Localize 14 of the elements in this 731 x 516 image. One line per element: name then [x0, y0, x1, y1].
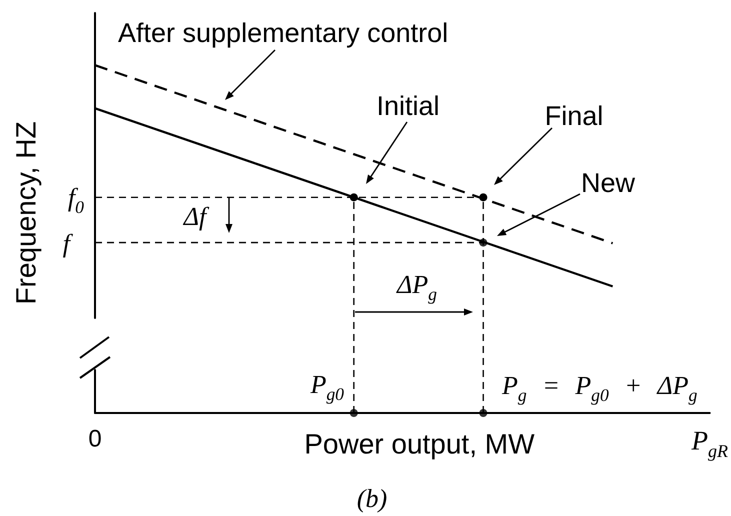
annotation: Δf [182, 202, 210, 230]
annotation: P$_{g0}$ [309, 370, 344, 404]
x-tick-label: 0 [88, 426, 102, 452]
x-axis-title: Power output, MW [304, 428, 536, 460]
text: (b) [356, 484, 388, 512]
annotation: ΔP$_{g}$ [396, 270, 438, 304]
text: f$_{0}$ [68, 182, 84, 217]
y-axis-title: Frequency, HZ [10, 121, 42, 305]
annotation: P$_{g}$ = P$_{g0}$ + ΔP$_{g}$ [501, 370, 698, 405]
text: f [62, 228, 74, 258]
annotation: Initial [376, 91, 440, 121]
annotation: Final [544, 101, 604, 131]
annotation: New [580, 168, 636, 198]
text: After supplementary control [118, 18, 448, 48]
